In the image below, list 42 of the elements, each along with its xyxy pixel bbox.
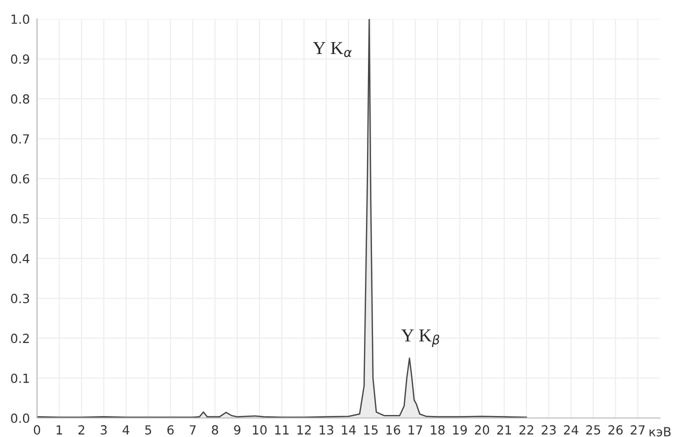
y-tick-label: 0.2: [11, 334, 29, 344]
x-tick-label: 7: [190, 425, 196, 434]
x-tick-label: 27: [630, 425, 645, 434]
annotation: Y K$_{β}$: [401, 330, 440, 347]
y-tick-label: 0.5: [11, 214, 29, 224]
x-tick-label: 19: [453, 425, 467, 435]
x-tick-label: 0: [34, 425, 40, 435]
y-tick-label: 0.9: [11, 54, 30, 64]
x-tick-label: 15: [364, 425, 378, 435]
x-tick-label: 1: [56, 425, 62, 434]
y-tick-label: 0.8: [11, 94, 30, 104]
y-tick-label: 1.0: [12, 14, 30, 24]
x-tick-label: 2: [78, 425, 84, 434]
x-tick-label: 18: [430, 425, 445, 435]
x-axis-title: кэВ: [650, 427, 671, 436]
y-tick-label: 0.4: [11, 254, 30, 264]
x-tick-label: 13: [320, 425, 334, 435]
x-tick-label: 16: [386, 425, 400, 435]
y-tick-label: 0.0: [11, 413, 30, 423]
x-tick-label: 26: [608, 425, 623, 435]
x-tick-label: 24: [564, 425, 578, 434]
x-tick-label: 23: [542, 425, 556, 435]
x-tick-label: 14: [342, 425, 356, 434]
x-tick-label: 8: [212, 425, 218, 435]
y-tick-label: 0.7: [11, 134, 29, 144]
x-tick-label: 17: [408, 425, 422, 434]
x-tick-label: 21: [497, 425, 512, 434]
annotation: Y K$_{α}$: [313, 42, 352, 58]
y-tick-label: 0.6: [11, 174, 30, 184]
x-tick-label: 5: [145, 425, 152, 435]
x-tick-label: 4: [122, 425, 130, 434]
x-tick-label: 12: [297, 425, 311, 434]
x-tick-label: 3: [100, 425, 107, 435]
x-tick-label: 22: [519, 425, 534, 434]
x-tick-label: 6: [167, 425, 174, 435]
x-tick-label: 10: [252, 425, 267, 435]
x-tick-label: 25: [586, 425, 600, 435]
y-tick-label: 0.3: [11, 294, 30, 304]
x-tick-label: 9: [234, 425, 240, 435]
x-tick-label: 11: [275, 425, 289, 434]
y-tick-label: 0.1: [11, 374, 29, 384]
x-tick-label: 20: [474, 425, 490, 435]
